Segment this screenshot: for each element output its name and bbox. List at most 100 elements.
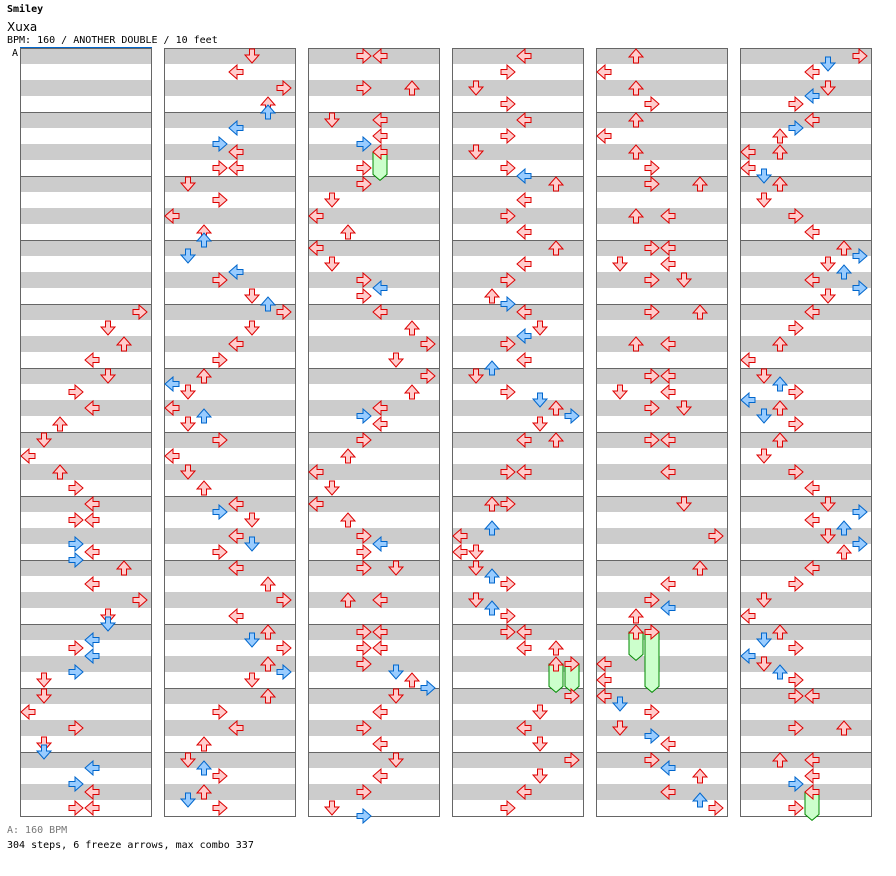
right-arrow-icon	[68, 639, 84, 657]
chart-info: BPM: 160 / ANOTHER DOUBLE / 10 feet	[7, 35, 218, 46]
right-arrow-icon	[420, 335, 436, 353]
up-arrow-icon	[691, 792, 709, 808]
beat-band	[452, 688, 584, 704]
down-arrow-icon	[179, 248, 197, 264]
down-arrow-icon	[611, 696, 629, 712]
left-arrow-icon	[164, 399, 180, 417]
beat-band	[20, 368, 152, 384]
right-arrow-icon	[788, 319, 804, 337]
left-arrow-icon	[372, 591, 388, 609]
right-arrow-icon	[68, 479, 84, 497]
beat-band	[596, 752, 728, 768]
left-arrow-icon	[164, 207, 180, 225]
beat-band	[452, 336, 584, 352]
beat-band	[452, 208, 584, 224]
down-arrow-icon	[387, 752, 405, 768]
beat-band	[452, 560, 584, 576]
chart-column	[164, 48, 296, 817]
up-arrow-icon	[627, 208, 645, 224]
left-arrow-icon	[660, 431, 676, 449]
left-arrow-icon	[452, 543, 468, 561]
right-arrow-icon	[212, 351, 228, 369]
right-arrow-icon	[356, 407, 372, 425]
beat-band	[740, 656, 872, 672]
down-arrow-icon	[179, 416, 197, 432]
down-arrow-icon	[675, 496, 693, 512]
left-arrow-icon	[308, 495, 324, 513]
beat-band	[308, 528, 440, 544]
left-arrow-icon	[516, 223, 532, 241]
left-arrow-icon	[740, 143, 756, 161]
up-arrow-icon	[195, 480, 213, 496]
up-arrow-icon	[691, 768, 709, 784]
up-arrow-icon	[259, 656, 277, 672]
right-arrow-icon	[356, 135, 372, 153]
chart-stats: 304 steps, 6 freeze arrows, max combo 33…	[7, 840, 254, 851]
down-arrow-icon	[179, 176, 197, 192]
beat-band	[740, 240, 872, 256]
down-arrow-icon	[243, 320, 261, 336]
right-arrow-icon	[644, 175, 660, 193]
right-arrow-icon	[500, 495, 516, 513]
up-arrow-icon	[115, 336, 133, 352]
left-arrow-icon	[372, 279, 388, 297]
chart-column	[20, 47, 152, 817]
song-title: Smiley	[7, 4, 44, 15]
left-arrow-icon	[660, 759, 676, 777]
right-arrow-icon	[212, 159, 228, 177]
down-arrow-icon	[35, 744, 53, 760]
up-arrow-icon	[547, 240, 565, 256]
beat-band	[164, 208, 296, 224]
right-arrow-icon	[788, 95, 804, 113]
up-arrow-icon	[547, 432, 565, 448]
up-arrow-icon	[835, 720, 853, 736]
left-arrow-icon	[228, 527, 244, 545]
beat-band	[164, 48, 296, 64]
beat-band	[452, 656, 584, 672]
down-arrow-icon	[35, 736, 53, 752]
right-arrow-icon	[788, 799, 804, 817]
left-arrow-icon	[228, 559, 244, 577]
right-arrow-icon	[356, 639, 372, 657]
beat-band	[20, 48, 152, 64]
left-arrow-icon	[372, 535, 388, 553]
left-arrow-icon	[372, 767, 388, 785]
right-arrow-icon	[788, 719, 804, 737]
beat-band	[308, 720, 440, 736]
beat-band	[164, 752, 296, 768]
beat-band	[740, 48, 872, 64]
up-arrow-icon	[51, 464, 69, 480]
right-arrow-icon	[212, 431, 228, 449]
up-arrow-icon	[771, 144, 789, 160]
left-arrow-icon	[516, 47, 532, 65]
right-arrow-icon	[500, 335, 516, 353]
beat-band	[308, 688, 440, 704]
right-arrow-icon	[644, 431, 660, 449]
beat-band	[596, 592, 728, 608]
left-arrow-icon	[164, 375, 180, 393]
right-arrow-icon	[644, 271, 660, 289]
right-arrow-icon	[212, 767, 228, 785]
beat-band	[452, 176, 584, 192]
down-arrow-icon	[611, 384, 629, 400]
beat-band	[452, 592, 584, 608]
right-arrow-icon	[356, 783, 372, 801]
chart-column	[308, 47, 440, 825]
beat-band	[308, 464, 440, 480]
up-arrow-icon	[547, 400, 565, 416]
down-arrow-icon	[531, 320, 549, 336]
right-arrow-icon	[420, 367, 436, 385]
up-arrow-icon	[771, 400, 789, 416]
up-arrow-icon	[771, 664, 789, 680]
down-arrow-icon	[179, 792, 197, 808]
right-arrow-icon	[644, 751, 660, 769]
left-arrow-icon	[516, 167, 532, 185]
right-arrow-icon	[356, 527, 372, 545]
down-arrow-icon	[467, 544, 485, 560]
down-arrow-icon	[531, 416, 549, 432]
right-arrow-icon	[788, 463, 804, 481]
freeze-arrow-body	[644, 631, 660, 694]
left-arrow-icon	[228, 335, 244, 353]
up-arrow-icon	[691, 176, 709, 192]
beat-band	[740, 176, 872, 192]
